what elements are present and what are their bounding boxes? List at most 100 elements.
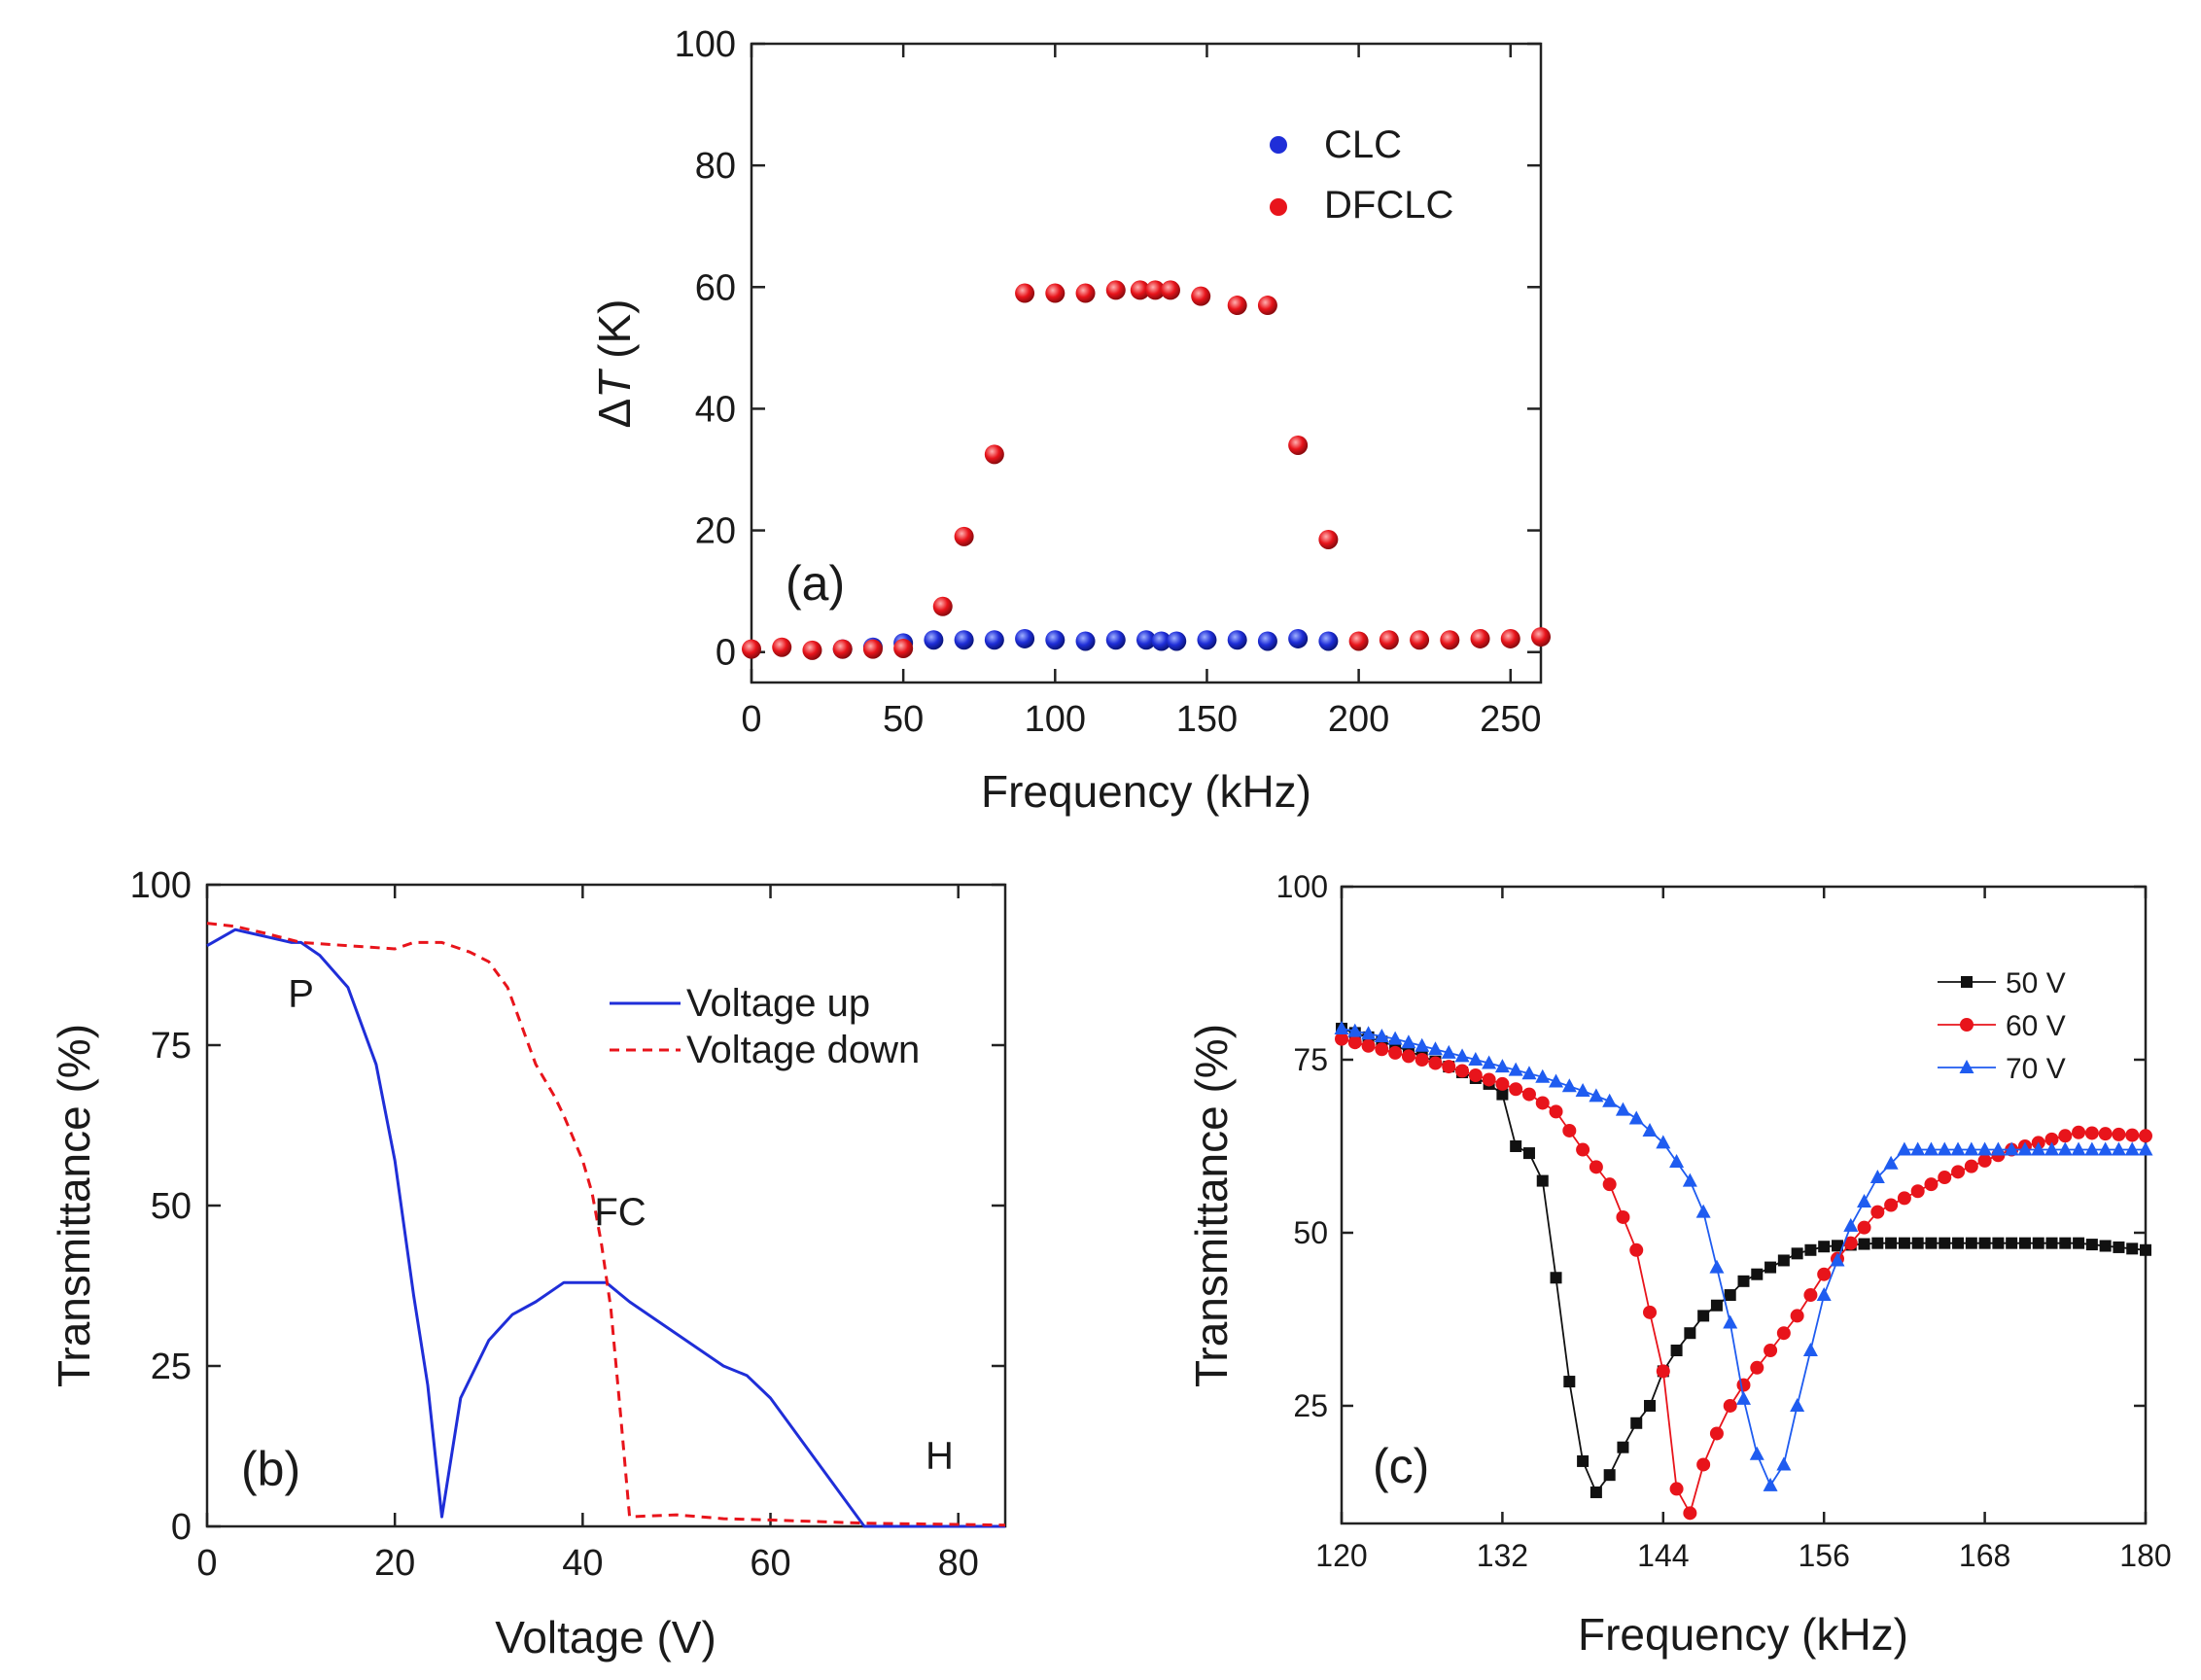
data-point-60v [1803,1288,1818,1303]
x-tick-label-b: 0 [196,1543,217,1584]
data-point-60v [1468,1068,1483,1083]
clc-point [1105,630,1126,650]
data-point-50v [1522,1147,1535,1160]
legend-marker-dfclc [1270,198,1287,216]
dfclc-point [893,638,914,658]
clc-point [1045,630,1066,650]
y-tick-label-a: 80 [695,146,736,187]
dfclc-point [1318,529,1339,549]
data-point-70v [1602,1093,1618,1107]
y-tick-label-b: 50 [151,1186,192,1227]
dfclc-point [1500,628,1520,648]
dfclc-point [1075,283,1096,303]
data-point-50v [2006,1237,2018,1249]
data-point-70v [1615,1102,1630,1116]
annotations-b: P FC H [288,972,954,1477]
data-point-50v [1939,1237,1951,1249]
x-tick-label-a: 50 [883,699,924,740]
dfclc-point [1145,280,1166,300]
data-point-60v [1335,1032,1348,1046]
data-point-70v [2071,1141,2086,1156]
x-tick-label-a: 200 [1328,699,1389,740]
y-tick-label-a: 100 [675,24,736,65]
y-axis-title-b: Transmittance (%) [49,1024,99,1387]
data-point-70v [1990,1141,2006,1156]
data-point-60v [1361,1038,1376,1053]
data-point-60v [1656,1364,1670,1379]
data-point-70v [2031,1141,2046,1156]
dfclc-point [1470,628,1490,648]
dfclc-point [954,526,974,546]
y-axis-title-a: ΔT (K) [589,299,640,429]
series-line-voltage-down [206,922,1006,1527]
x-tick-label-a: 100 [1025,699,1086,740]
data-point-60v [1509,1082,1523,1097]
dfclc-point [802,640,822,660]
data-point-70v [1374,1028,1389,1042]
data-point-70v [1589,1088,1604,1102]
x-tick-label-b: 40 [562,1543,603,1584]
data-point-60v [1951,1165,1966,1179]
legend-b: Voltage up Voltage down [610,982,920,1071]
data-point-70v [1427,1041,1443,1056]
data-point-60v [2044,1132,2059,1146]
dfclc-point [742,639,761,659]
data-point-60v [1843,1236,1858,1250]
y-tick-label-b: 75 [151,1026,192,1067]
data-point-50v [2113,1241,2125,1253]
data-point-50v [2045,1237,2058,1249]
data-point-60v [1495,1076,1510,1091]
data-point-60v [1535,1096,1550,1110]
data-point-70v [2044,1141,2060,1156]
data-point-70v [2017,1141,2033,1156]
data-point-70v [1709,1259,1725,1274]
data-point-50v [1898,1237,1910,1249]
plot-frame-c [1340,885,2148,1525]
data-point-70v [2098,1141,2114,1156]
dfclc-point [1288,435,1309,455]
x-tick-label-b: 20 [374,1543,415,1584]
data-point-70v [1628,1110,1644,1125]
clc-point [1257,631,1277,651]
clc-point [924,630,944,650]
data-point-60v [1897,1191,1911,1206]
data-point-50v [1577,1454,1590,1467]
data-point-70v [1454,1048,1470,1063]
data-point-50v [1630,1417,1643,1429]
data-point-50v [1590,1486,1602,1498]
data-point-70v [1334,1020,1349,1034]
data-point-70v [1575,1083,1590,1098]
data-point-60v [2098,1127,2113,1141]
data-point-50v [2059,1237,2072,1249]
axis-ticks-b: 0 20 40 60 80 0 25 50 75 100 [130,865,1005,1584]
data-point-50v [2140,1243,2151,1256]
data-point-70v [1923,1141,1939,1156]
series-line-voltage-up [206,928,1005,1528]
dfclc-point [1191,286,1211,306]
y-tick-label-a: 60 [695,267,736,308]
y-axis-title-a-suffix: (K) [589,299,640,371]
data-point-60v [1521,1087,1536,1102]
data-point-70v [1763,1477,1778,1491]
data-point-70v [1401,1034,1416,1049]
data-point-60v [1723,1398,1737,1413]
data-point-50v [1911,1237,1924,1249]
dfclc-point [932,596,953,616]
data-point-60v [1455,1064,1470,1078]
data-point-50v [1965,1237,1977,1249]
data-point-60v [1629,1242,1644,1257]
data-point-50v [1536,1174,1549,1187]
x-tick-label-c: 120 [1315,1538,1367,1573]
data-point-70v [1549,1073,1564,1088]
data-point-70v [1656,1135,1671,1149]
legend-c: 50 V 60 V 70 V [1938,967,2066,1085]
legend-label-50v: 50 V [2006,967,2066,999]
axis-ticks-a: 0 50 100 150 200 250 0 20 40 60 80 100 [675,24,1542,740]
data-point-50v [1751,1268,1764,1280]
data-point-60v [1415,1052,1429,1067]
data-point-50v [1777,1254,1790,1267]
data-point-50v [1684,1327,1696,1340]
data-point-60v [1857,1220,1871,1235]
clc-point [984,630,1004,650]
data-point-60v [1790,1309,1804,1323]
